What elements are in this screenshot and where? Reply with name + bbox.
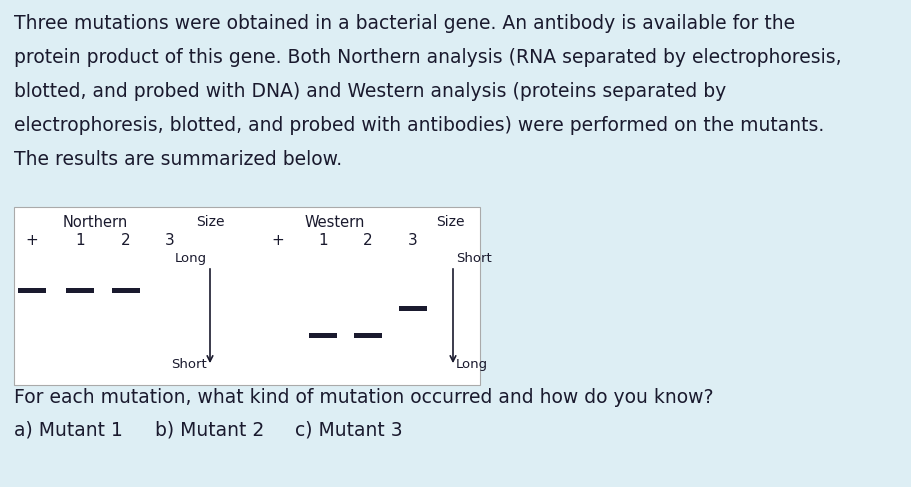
- Text: electrophoresis, blotted, and probed with antibodies) were performed on the muta: electrophoresis, blotted, and probed wit…: [14, 116, 824, 135]
- Text: 3: 3: [165, 233, 175, 248]
- Text: Three mutations were obtained in a bacterial gene. An antibody is available for : Three mutations were obtained in a bacte…: [14, 14, 794, 33]
- Text: Long: Long: [456, 358, 487, 371]
- Bar: [353, 333, 382, 337]
- Text: For each mutation, what kind of mutation occurred and how do you know?: For each mutation, what kind of mutation…: [14, 388, 712, 407]
- Text: Size: Size: [196, 215, 224, 229]
- Bar: [309, 333, 337, 337]
- Text: 2: 2: [121, 233, 130, 248]
- Text: Western: Western: [304, 215, 364, 230]
- Text: Short: Short: [456, 252, 491, 265]
- Text: c) Mutant 3: c) Mutant 3: [294, 420, 402, 439]
- Text: Northern: Northern: [62, 215, 128, 230]
- Bar: [112, 287, 140, 293]
- Text: protein product of this gene. Both Northern analysis (RNA separated by electroph: protein product of this gene. Both North…: [14, 48, 841, 67]
- Text: 1: 1: [75, 233, 85, 248]
- Text: a) Mutant 1: a) Mutant 1: [14, 420, 123, 439]
- Bar: [14, 207, 479, 385]
- Text: 3: 3: [408, 233, 417, 248]
- Bar: [66, 287, 94, 293]
- Bar: [398, 305, 426, 311]
- Text: 1: 1: [318, 233, 327, 248]
- Text: Long: Long: [175, 252, 207, 265]
- Text: Size: Size: [435, 215, 464, 229]
- Text: The results are summarized below.: The results are summarized below.: [14, 150, 342, 169]
- Text: +: +: [26, 233, 38, 248]
- Text: b) Mutant 2: b) Mutant 2: [155, 420, 264, 439]
- Bar: [18, 287, 46, 293]
- Text: 2: 2: [363, 233, 373, 248]
- Text: +: +: [271, 233, 284, 248]
- Text: blotted, and probed with DNA) and Western analysis (proteins separated by: blotted, and probed with DNA) and Wester…: [14, 82, 725, 101]
- Text: Short: Short: [171, 358, 207, 371]
